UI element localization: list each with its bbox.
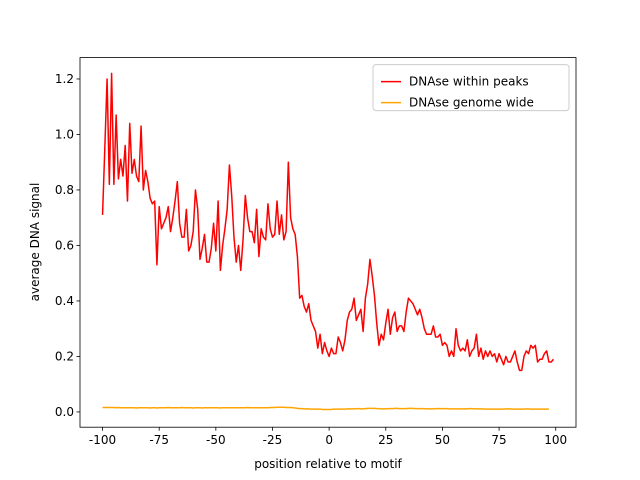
y-tick-label: 0.0 [55,405,74,419]
x-tick-label: -25 [263,433,283,447]
x-axis-label: position relative to motif [254,457,402,471]
x-tick-label: 100 [544,433,567,447]
y-axis-label: average DNA signal [28,183,42,302]
legend-box [372,64,570,112]
data-line [101,72,555,372]
y-tick-label: 0.4 [55,294,74,308]
x-tick-label: 25 [378,433,393,447]
data-line [102,406,549,411]
y-tick-label: 1.0 [55,127,74,141]
y-tick-label: 0.8 [55,183,74,197]
y-tick-label: 1.2 [55,72,74,86]
legend-label: DNAse within peaks [409,75,529,89]
x-tick-label: 50 [435,433,450,447]
legend-label: DNAse genome wide [409,96,534,110]
y-tick-label: 0.2 [55,349,74,363]
x-tick-label: -100 [89,433,116,447]
x-tick-label: 75 [491,433,506,447]
y-tick-label: 0.6 [55,238,74,252]
x-tick-label: -75 [149,433,169,447]
x-tick-label: 0 [325,433,333,447]
plot-frame [79,57,577,428]
x-tick-label: -50 [206,433,226,447]
